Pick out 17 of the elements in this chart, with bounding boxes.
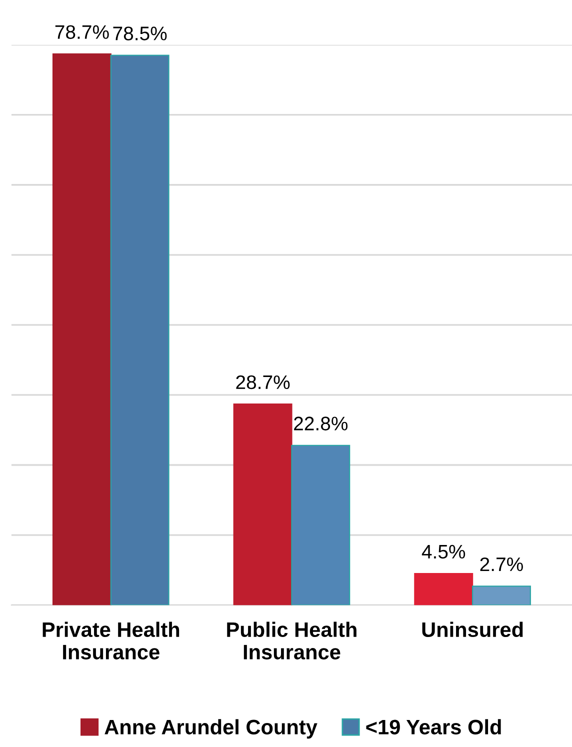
bar <box>291 444 350 606</box>
x-tick-label: Private Health Insurance <box>42 622 180 660</box>
data-label: 28.7% <box>236 375 290 390</box>
data-label: 2.7% <box>480 557 523 572</box>
bar <box>110 54 170 606</box>
bar <box>414 573 474 606</box>
legend-label: <19 Years Old <box>366 719 501 734</box>
x-tick-label: Public Health Insurance <box>227 622 356 660</box>
bar <box>52 53 112 606</box>
data-label: 78.5% <box>113 26 167 40</box>
data-label: 4.5% <box>422 544 466 559</box>
legend-label: Anne Arundel County <box>104 719 318 739</box>
bar <box>233 404 292 606</box>
x-tick-label: Uninsured <box>422 622 523 638</box>
data-label: 78.7% <box>55 25 109 39</box>
bar <box>472 586 531 606</box>
data-label: 22.8% <box>294 416 348 430</box>
